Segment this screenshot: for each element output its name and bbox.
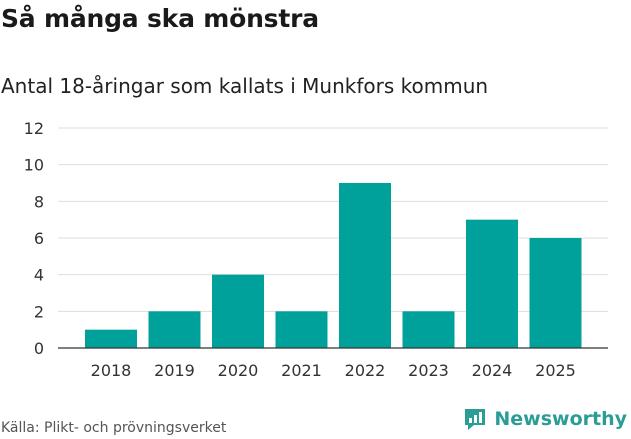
source-note: Källa: Plikt- och prövningsverket xyxy=(1,420,227,436)
y-tick-label: 10 xyxy=(24,156,44,175)
brand-name: Newsworthy xyxy=(494,408,627,430)
bars xyxy=(85,183,582,348)
y-tick-label: 8 xyxy=(34,192,44,211)
bar-2023 xyxy=(402,311,455,348)
y-tick-label: 4 xyxy=(34,266,44,285)
x-tick-label: 2025 xyxy=(535,361,576,380)
chart-subtitle: Antal 18-åringar som kallats i Munkfors … xyxy=(1,74,489,98)
x-tick-label: 2024 xyxy=(472,361,513,380)
y-tick-label: 2 xyxy=(34,302,44,321)
bar-2022 xyxy=(339,183,391,348)
bar-2018 xyxy=(85,329,137,348)
bar-2019 xyxy=(148,311,201,348)
newsworthy-logo-icon xyxy=(465,409,486,430)
x-tick-label: 2018 xyxy=(91,361,132,380)
y-tick-labels: 0 2 4 6 8 10 12 xyxy=(24,119,44,358)
y-tick-label: 0 xyxy=(34,339,44,358)
y-tick-label: 6 xyxy=(34,229,44,248)
x-tick-label: 2020 xyxy=(218,361,259,380)
x-tick-labels: 2018 2019 2020 2021 2022 2023 2024 2025 xyxy=(91,361,576,380)
chart-title: Så många ska mönstra xyxy=(1,4,319,33)
x-tick-label: 2019 xyxy=(154,361,195,380)
bar-2024 xyxy=(466,219,518,348)
brand-logo: Newsworthy xyxy=(462,406,627,432)
x-tick-label: 2022 xyxy=(345,361,386,380)
bar-2020 xyxy=(212,274,264,348)
bar-2021 xyxy=(275,311,328,348)
x-tick-label: 2023 xyxy=(408,361,449,380)
grid-lines xyxy=(58,127,608,312)
y-tick-label: 12 xyxy=(24,119,44,138)
chart-area: 0 2 4 6 8 10 12 2018 2019 2020 2021 2022 2023 2024 20… xyxy=(0,110,631,394)
x-tick-label: 2021 xyxy=(281,361,322,380)
bar-2025 xyxy=(529,238,582,348)
